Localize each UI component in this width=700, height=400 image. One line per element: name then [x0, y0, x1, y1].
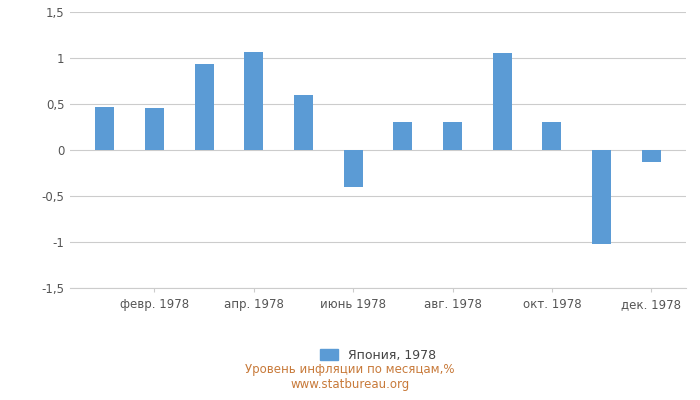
Bar	[244, 52, 263, 150]
Bar	[542, 122, 561, 150]
Bar	[642, 150, 661, 162]
Bar	[294, 95, 313, 150]
Bar	[592, 150, 611, 244]
Text: www.statbureau.org: www.statbureau.org	[290, 378, 410, 391]
Bar	[393, 122, 412, 150]
Bar	[443, 122, 462, 150]
Bar	[493, 53, 512, 150]
Legend: Япония, 1978: Япония, 1978	[314, 344, 442, 367]
Bar	[195, 64, 214, 150]
Bar	[344, 150, 363, 187]
Bar	[145, 108, 164, 150]
Text: Уровень инфляции по месяцам,%: Уровень инфляции по месяцам,%	[245, 364, 455, 376]
Bar	[95, 107, 114, 150]
